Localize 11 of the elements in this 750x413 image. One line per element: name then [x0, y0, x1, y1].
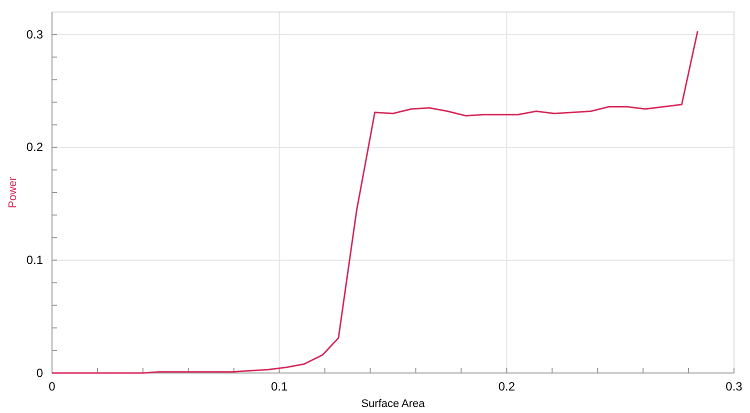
line-series [51, 30, 698, 374]
y-tick-label: 0.1 [26, 253, 44, 268]
y-tick-label: 0.3 [26, 27, 44, 42]
x-tick-label: 0.3 [726, 380, 743, 394]
x-tick-label: 0.1 [270, 380, 288, 394]
y-axis-title: Power [7, 176, 19, 208]
y-tick-label: 0 [36, 366, 44, 380]
x-tick-label: 0 [48, 380, 56, 394]
x-axis-title: Surface Area [361, 398, 426, 410]
x-tick-label: 0.2 [498, 380, 516, 394]
y-tick-label: 0.2 [26, 140, 44, 154]
